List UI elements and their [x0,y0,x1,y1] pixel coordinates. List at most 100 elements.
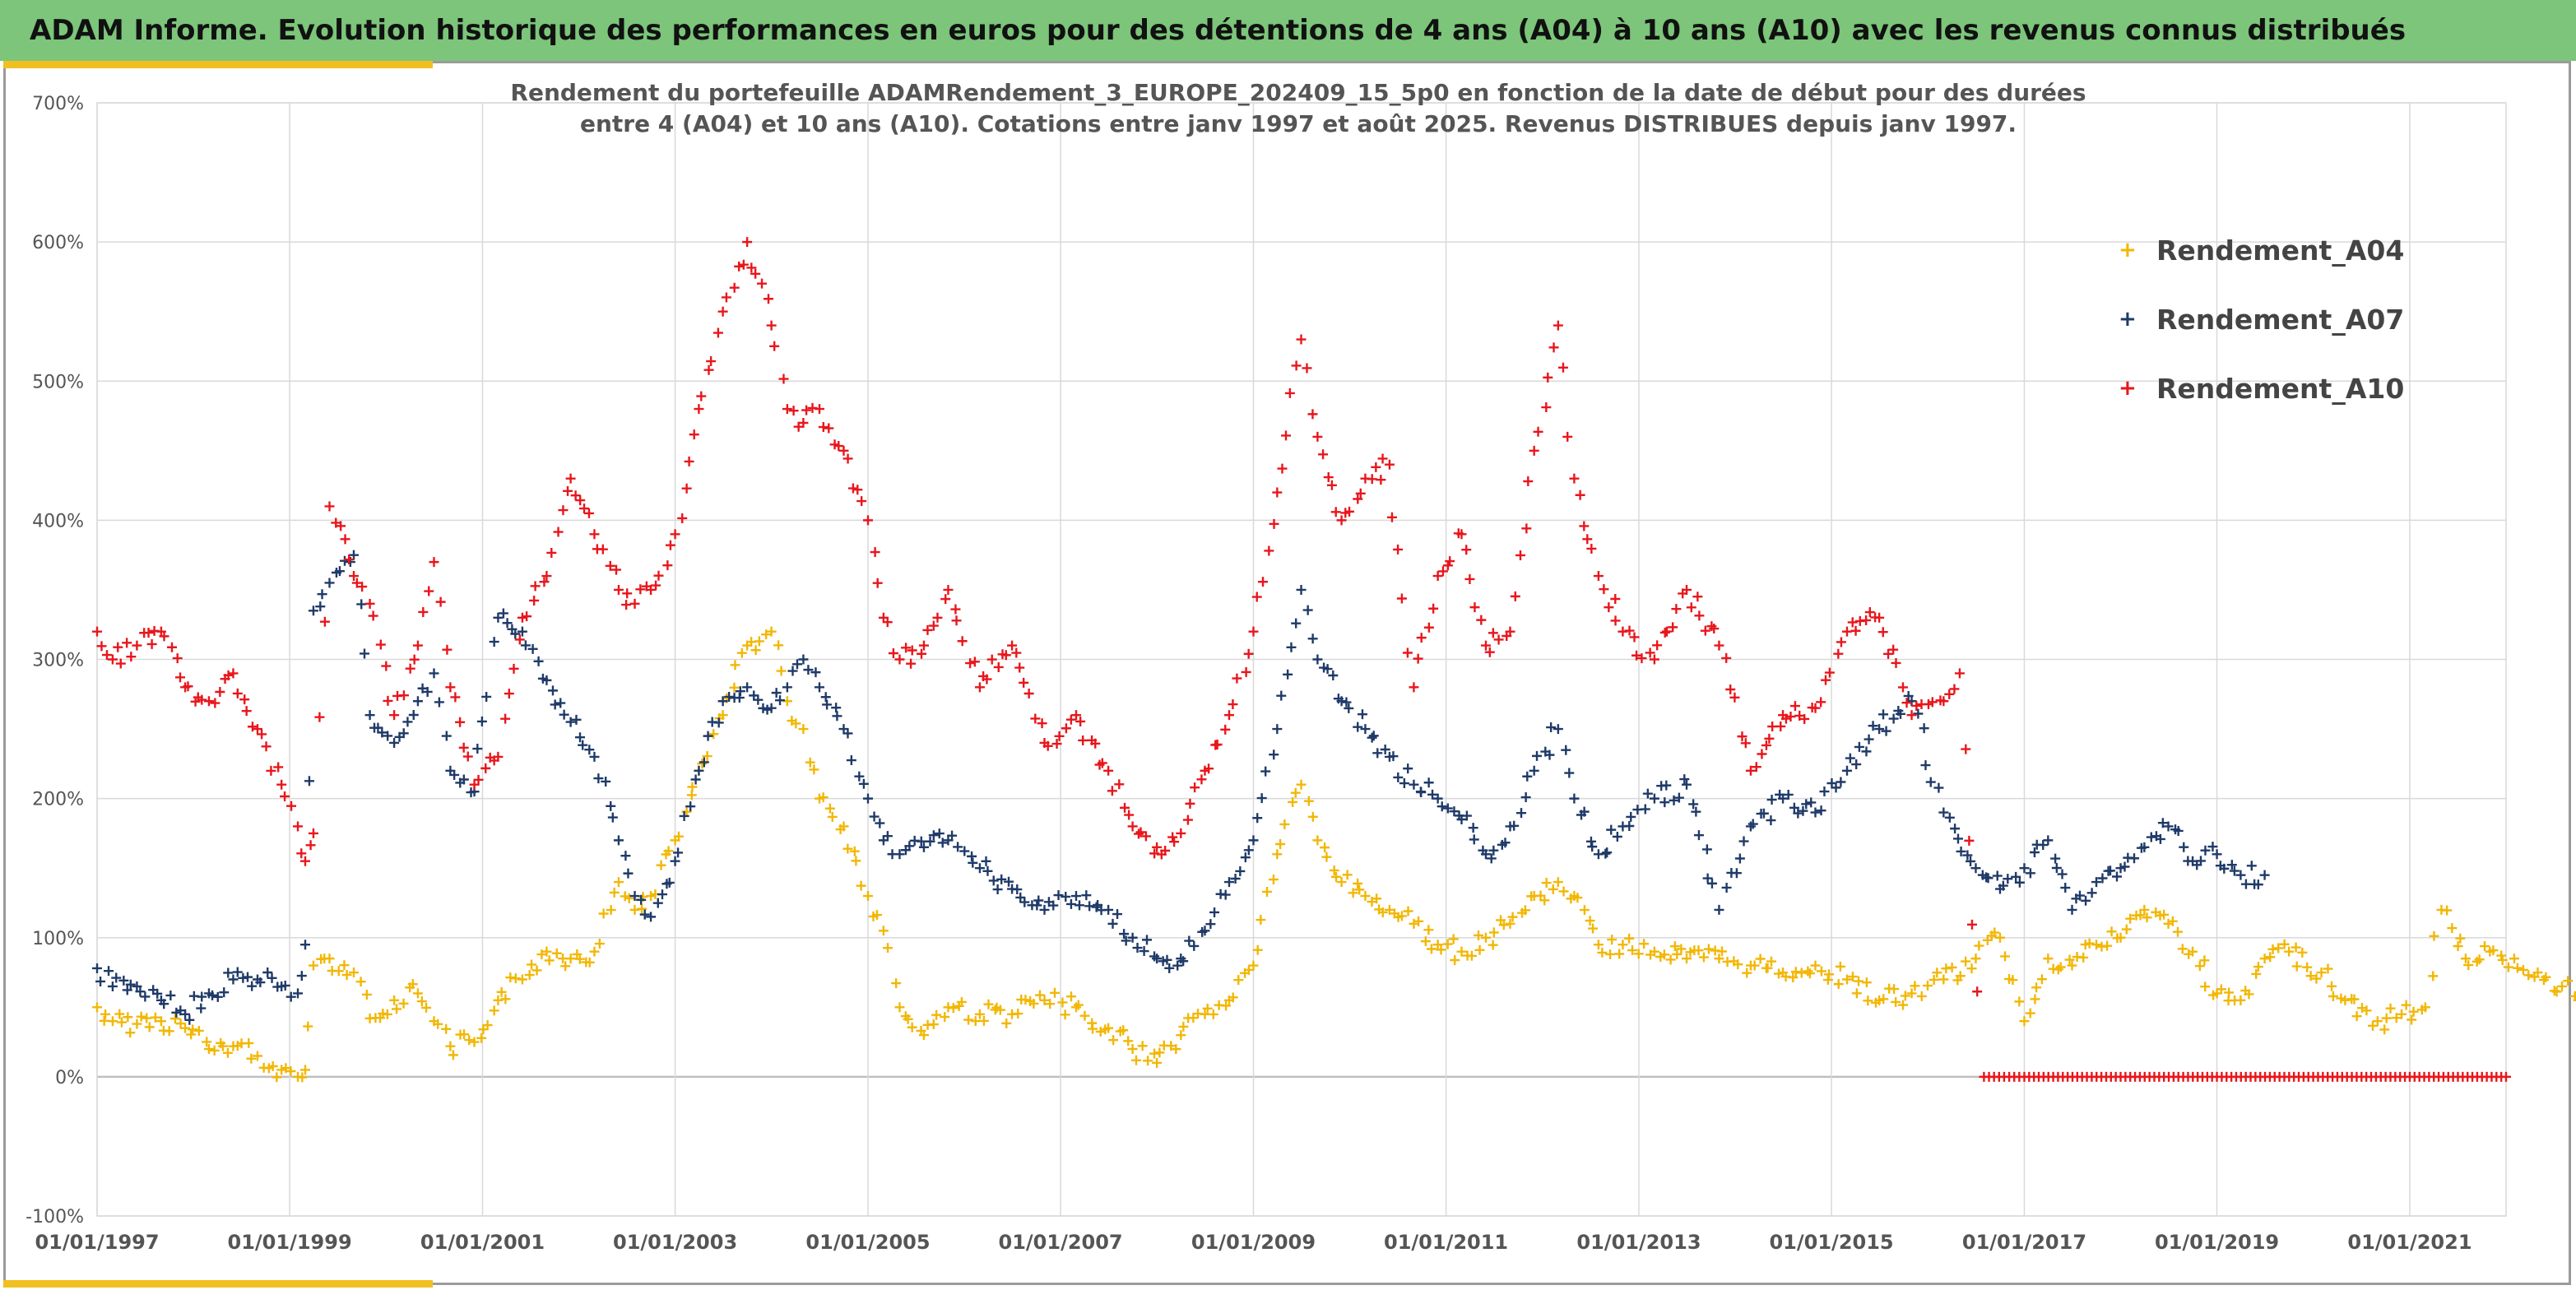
data-point [578,740,588,750]
data-point [464,1035,475,1046]
data-point [940,1012,950,1023]
data-point [1919,723,1929,734]
data-point [1913,708,1924,719]
data-point [1456,946,1467,957]
data-point [1694,610,1705,621]
data-point [2267,944,2278,954]
data-point [118,975,129,986]
data-point [164,1026,174,1037]
data-point [1682,584,1692,595]
data-point [1941,963,1952,974]
data-point [606,905,616,916]
data-point [1612,832,1622,842]
data-point [1614,949,1625,959]
data-point [429,557,439,568]
data-point [2177,944,2188,954]
data-point [1488,628,1498,638]
data-point [1057,997,1068,1008]
data-point [472,744,483,754]
data-point [1929,974,1939,985]
data-point [1442,803,1453,814]
data-point [1342,870,1353,880]
data-point [1569,473,1580,484]
data-point [1903,690,1914,701]
data-point [1989,927,2000,938]
data-point [389,737,400,748]
data-point [1423,622,1434,633]
data-point [101,650,112,661]
data-point [1048,900,1059,911]
data-point [1070,1002,1081,1013]
data-point [1353,878,1363,889]
data-point [1624,821,1635,831]
data-point [657,889,668,900]
data-point [244,1037,254,1048]
data-point [2259,954,2270,964]
data-point [947,830,958,841]
data-point [583,508,594,518]
data-point [2305,971,2316,981]
data-point [1240,852,1251,863]
data-point [1329,865,1339,875]
x-tick-label: 01/01/2019 [2155,1231,2279,1254]
data-point [344,555,355,565]
data-point [2273,943,2284,954]
data-point [968,857,978,868]
x-tick-label: 01/01/2015 [1769,1231,1893,1254]
data-point [1437,566,1448,577]
data-point [527,959,537,970]
data-point [1276,690,1287,701]
data-point [389,710,400,721]
data-point [1835,961,1845,972]
data-point [928,1019,939,1030]
data-point [115,658,126,669]
data-point [1970,863,1981,874]
data-point [1749,960,1760,971]
data-point [2003,874,2013,884]
data-point [1599,584,1609,595]
data-point [1296,584,1307,595]
data-point [2265,952,2276,963]
data-point [1533,426,1543,437]
data-point [135,986,146,997]
data-point [392,1004,402,1014]
data-point [967,851,977,861]
data-point [769,341,780,351]
data-point [1368,731,1379,741]
data-point [1184,935,1195,946]
data-point [969,657,980,667]
data-point [2302,962,2313,972]
data-point [965,658,976,669]
data-point [1966,963,1977,974]
data-point [459,1029,469,1040]
data-point [215,686,225,697]
data-point [1039,904,1050,915]
data-point [1488,940,1498,950]
data-point [356,599,367,610]
data-point [2297,947,2308,958]
data-point [1649,946,1659,957]
data-point [286,800,297,811]
data-point [717,306,728,317]
data-point [2029,847,2040,857]
data-point [2408,1006,2419,1017]
data-point [849,846,860,856]
data-point [1303,796,1314,806]
data-point [1854,741,1864,752]
data-point [1097,758,1107,768]
data-point [1488,845,1499,856]
data-point [1564,768,1575,778]
data-point [241,706,252,717]
data-point [2019,1016,2030,1027]
data-point [818,422,828,433]
data-point [2311,973,2322,984]
data-point [2067,904,2077,915]
data-point [1639,939,1650,949]
data-point [1579,905,1590,916]
data-point [510,629,521,639]
data-point [1272,724,1283,735]
y-tick-label: 500% [32,372,84,392]
data-point [894,849,905,860]
data-point [1107,786,1117,796]
